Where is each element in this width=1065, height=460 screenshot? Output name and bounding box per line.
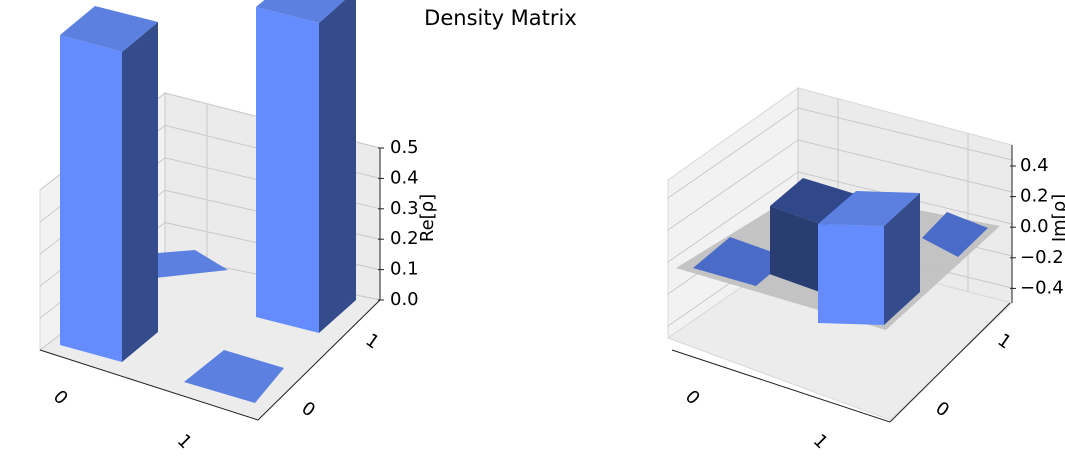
left-z-tick-label: 0.2	[390, 228, 419, 249]
left-bar-1-0-flat	[184, 350, 284, 403]
right-y-tick-label: 0	[932, 398, 953, 422]
right-x-tick-label: 1	[809, 430, 832, 453]
left-z-tick-label: 0.1	[390, 259, 419, 280]
right-z-tick-label: 0.2	[1020, 186, 1049, 207]
left-bar-1-1-side-face	[319, 0, 356, 333]
right-x-axis-line	[671, 349, 891, 423]
left-z-tick-label: 0.3	[390, 198, 419, 219]
left-y-axis-line	[257, 299, 381, 421]
left-x-axis-line	[39, 349, 259, 421]
left-z-tick-label: 0.5	[390, 137, 419, 158]
real-part-3d-plot: 0.0 0.1 0.2 0.3 0.4 0.5 Re[ρ] 0 1 0 1	[38, 0, 438, 453]
right-z-tick-label: 0.0	[1020, 216, 1049, 237]
left-z-axis-label: Re[ρ]	[417, 194, 438, 242]
right-z-tick-label: −0.4	[1020, 277, 1064, 298]
right-z-axis-label: Im[ρ]	[1049, 194, 1065, 242]
right-z-tick-label: −0.2	[1020, 247, 1064, 268]
left-y-tick-label: 1	[362, 330, 383, 354]
chart-title: Density Matrix	[424, 6, 577, 30]
right-bar-0-1-front-face	[770, 206, 826, 295]
right-y-tick-label: 1	[994, 330, 1015, 354]
right-bar-1-0-side-face	[884, 193, 920, 325]
left-x-tick-label: 1	[173, 430, 196, 453]
left-z-tick-label: 0.4	[390, 167, 419, 188]
left-bar-1-0	[184, 350, 284, 403]
left-bar-0-0-side-face	[122, 22, 158, 362]
right-z-tick-label: 0.4	[1020, 155, 1049, 176]
left-bars	[60, 0, 356, 403]
left-x-tick-label: 0	[49, 386, 72, 409]
right-bar-1-1-flat	[922, 212, 988, 257]
right-ticks: 0.4 0.2 0.0 −0.2 −0.4 Im[ρ] 0 1 0 1	[681, 155, 1065, 453]
right-bar-1-0-front-face	[818, 224, 884, 325]
imag-part-3d-plot: 0.4 0.2 0.0 −0.2 −0.4 Im[ρ] 0 1 0 1	[666, 87, 1065, 453]
left-y-tick-label: 0	[298, 398, 319, 422]
left-bar-1-1-front-face	[256, 7, 319, 333]
right-bar-1-0	[818, 191, 920, 325]
left-bar-0-0	[60, 6, 158, 362]
right-bars	[693, 178, 988, 325]
right-y-axis-line	[889, 302, 1011, 423]
left-bar-0-0-front-face	[60, 35, 122, 362]
left-z-tick-label: 0.0	[390, 289, 419, 310]
right-bar-0-0-flat	[693, 237, 789, 286]
right-bar-1-0-top-face	[818, 191, 920, 226]
left-bar-1-1	[256, 0, 356, 333]
left-bar-0-0-top-face	[60, 6, 158, 52]
left-bar-1-1-top-face	[256, 0, 345, 23]
right-x-tick-label: 0	[681, 386, 704, 409]
